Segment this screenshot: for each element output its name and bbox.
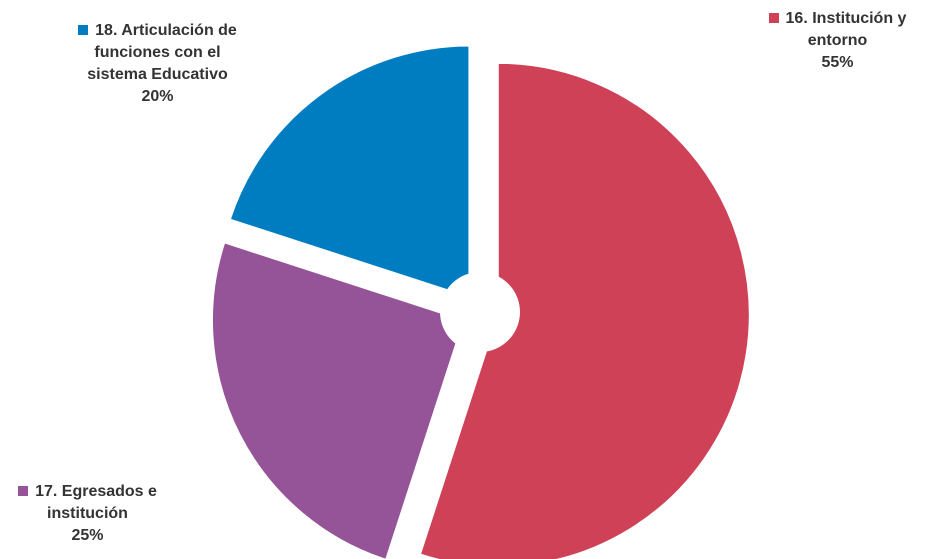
legend-swatch-egresados: [18, 486, 29, 496]
pie-slice-2: [210, 241, 466, 559]
label-egresados-institucion: 17. Egresados e institución 25%: [0, 481, 175, 547]
pie-slice-1: [418, 61, 751, 559]
legend-swatch-institucion: [768, 13, 779, 23]
label-institucion-entorno: 16. Institución y entorno 55%: [750, 8, 925, 74]
pie-slice-3: [228, 44, 471, 299]
label-articulacion-funciones: 18. Articulación de funciones con el sis…: [50, 20, 265, 108]
pie-center-hole: [440, 272, 520, 352]
legend-swatch-articulacion: [78, 25, 89, 35]
